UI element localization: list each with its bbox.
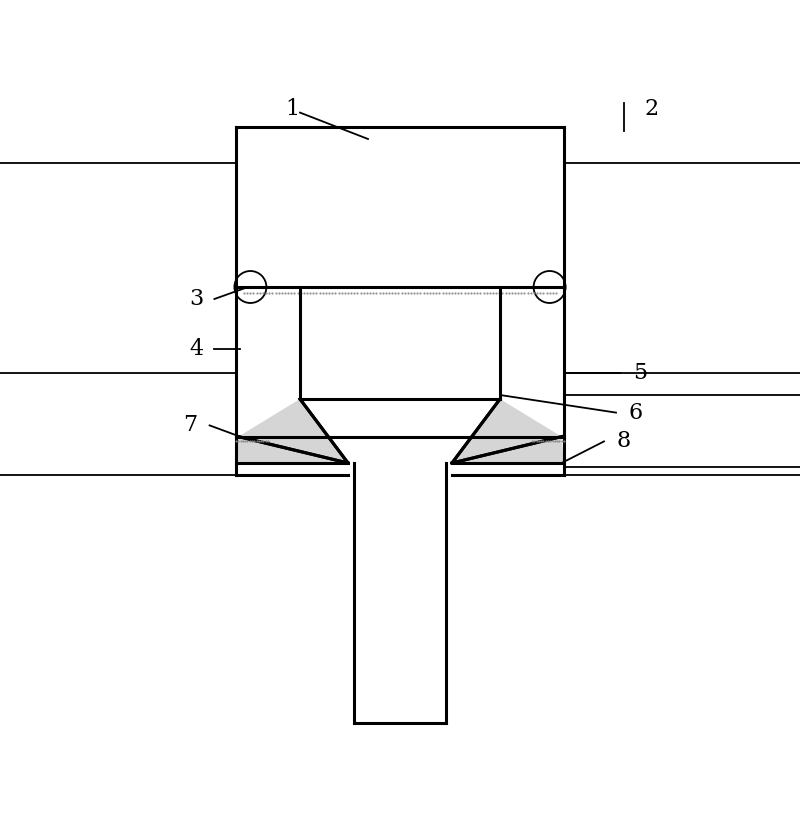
Text: 5: 5 xyxy=(633,362,647,384)
Text: 1: 1 xyxy=(285,98,299,119)
Text: 8: 8 xyxy=(617,431,631,452)
Polygon shape xyxy=(236,399,348,463)
Text: 3: 3 xyxy=(189,288,203,310)
Text: 4: 4 xyxy=(189,338,203,359)
Text: 2: 2 xyxy=(645,98,659,119)
Text: 7: 7 xyxy=(183,414,198,436)
Polygon shape xyxy=(452,399,564,463)
Text: 6: 6 xyxy=(629,402,643,423)
